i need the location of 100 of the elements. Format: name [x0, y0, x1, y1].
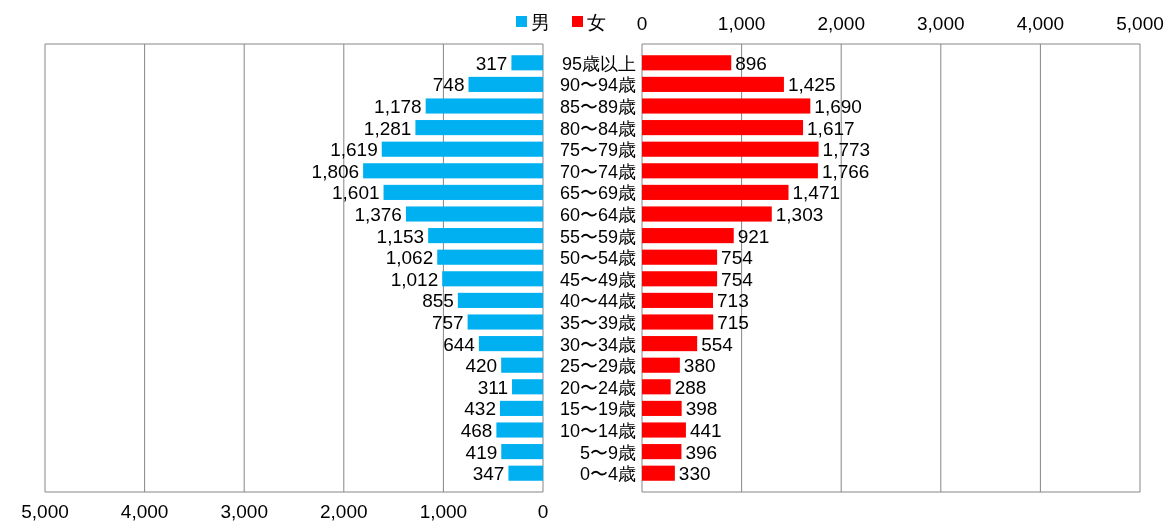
x-tick-label: 2,000 [320, 501, 368, 522]
bar [642, 336, 698, 352]
bar [642, 357, 680, 373]
data-label: 317 [475, 52, 508, 74]
y-tick-label: 55〜59歳 [559, 226, 636, 247]
x2-tick-label: 0 [636, 13, 648, 34]
x-tick-label: 3,000 [220, 501, 268, 522]
bar [642, 271, 718, 287]
bar [496, 422, 543, 438]
data-label: 311 [477, 376, 509, 398]
y-tick-label: 95歳以上 [561, 53, 636, 74]
bar [642, 444, 682, 460]
data-label: 1,153 [376, 225, 425, 247]
y-tick-label: 70〜74歳 [559, 161, 636, 182]
y-tick-label: 35〜39歳 [559, 313, 636, 333]
bar [642, 141, 819, 157]
bar [437, 249, 543, 265]
x2-tick-label: 4,000 [1016, 13, 1065, 34]
y-tick-label: 65〜69歳 [559, 183, 636, 204]
data-label: 1,766 [821, 160, 870, 182]
bar [511, 55, 543, 71]
y-tick-label: 20〜24歳 [559, 377, 636, 398]
x-tick-label: 4,000 [120, 501, 169, 522]
data-label: 715 [717, 312, 749, 333]
data-label: 1,806 [311, 160, 360, 182]
y-tick-label: 85〜89歳 [559, 97, 636, 117]
data-label: 713 [717, 290, 749, 312]
data-label: 441 [689, 420, 722, 441]
bar [642, 120, 804, 136]
data-label: 1,425 [787, 74, 836, 96]
bar [501, 444, 543, 460]
x-tick-label: 1,000 [419, 501, 468, 522]
data-label: 419 [465, 441, 498, 463]
bar [642, 184, 789, 200]
data-label: 330 [678, 463, 711, 485]
y-tick-label: 45〜49歳 [559, 269, 636, 290]
y-tick-label: 50〜54歳 [559, 248, 636, 269]
data-label: 855 [422, 290, 454, 312]
x2-tick-label: 5,000 [1116, 13, 1164, 34]
bar [512, 379, 543, 395]
data-label: 1,601 [331, 182, 380, 204]
data-label: 554 [701, 333, 734, 355]
y-tick-label: 60〜64歳 [559, 205, 636, 225]
bar [642, 379, 671, 395]
bar [642, 422, 686, 438]
data-label: 1,281 [363, 117, 412, 139]
bar [642, 98, 811, 114]
x2-tick-label: 1,000 [717, 13, 766, 34]
bar [642, 228, 734, 244]
bar [642, 292, 714, 308]
y-tick-label: 40〜44歳 [559, 291, 636, 312]
data-label: 921 [737, 225, 770, 247]
data-label: 396 [685, 441, 718, 463]
data-label: 1,617 [807, 117, 855, 139]
legend-label: 女 [587, 12, 606, 33]
data-label: 1,178 [374, 96, 422, 117]
bar [642, 400, 682, 416]
data-label: 432 [464, 398, 496, 420]
x-tick-label: 5,000 [21, 501, 69, 522]
data-label: 380 [683, 355, 716, 377]
x2-tick-label: 3,000 [917, 13, 965, 34]
bar [642, 206, 772, 222]
bar [383, 184, 543, 200]
legend-label: 男 [531, 12, 550, 33]
bar [508, 465, 543, 481]
data-label: 1,012 [390, 268, 439, 290]
bar [428, 228, 543, 244]
bar [425, 98, 543, 114]
data-label: 757 [431, 312, 464, 333]
x-tick-label: 0 [537, 501, 549, 522]
bar [467, 314, 543, 330]
y-tick-label: 5〜9歳 [579, 442, 636, 463]
data-label: 468 [460, 420, 493, 441]
data-label: 1,773 [822, 139, 871, 161]
bar [642, 465, 675, 481]
bar [381, 141, 543, 157]
data-label: 420 [465, 355, 498, 377]
data-label: 1,619 [330, 139, 378, 161]
bar [642, 55, 732, 71]
bar [405, 206, 543, 222]
data-label: 896 [735, 52, 767, 74]
bar [468, 76, 543, 92]
bar [642, 249, 718, 265]
data-label: 754 [721, 268, 754, 290]
data-label: 1,376 [354, 204, 402, 225]
y-tick-label: 25〜29歳 [559, 356, 636, 377]
bar [478, 336, 543, 352]
y-tick-label: 80〜84歳 [559, 118, 636, 139]
bar [642, 163, 818, 179]
y-tick-label: 15〜19歳 [559, 399, 636, 420]
y-tick-label: 90〜94歳 [559, 75, 636, 96]
data-label: 1,062 [385, 247, 434, 269]
bar [442, 271, 543, 287]
bar [363, 163, 543, 179]
data-label: 1,471 [792, 182, 841, 204]
bar [499, 400, 543, 416]
y-tick-label: 75〜79歳 [559, 140, 636, 161]
data-label: 748 [432, 74, 465, 96]
data-label: 398 [685, 398, 718, 420]
bar [501, 357, 543, 373]
